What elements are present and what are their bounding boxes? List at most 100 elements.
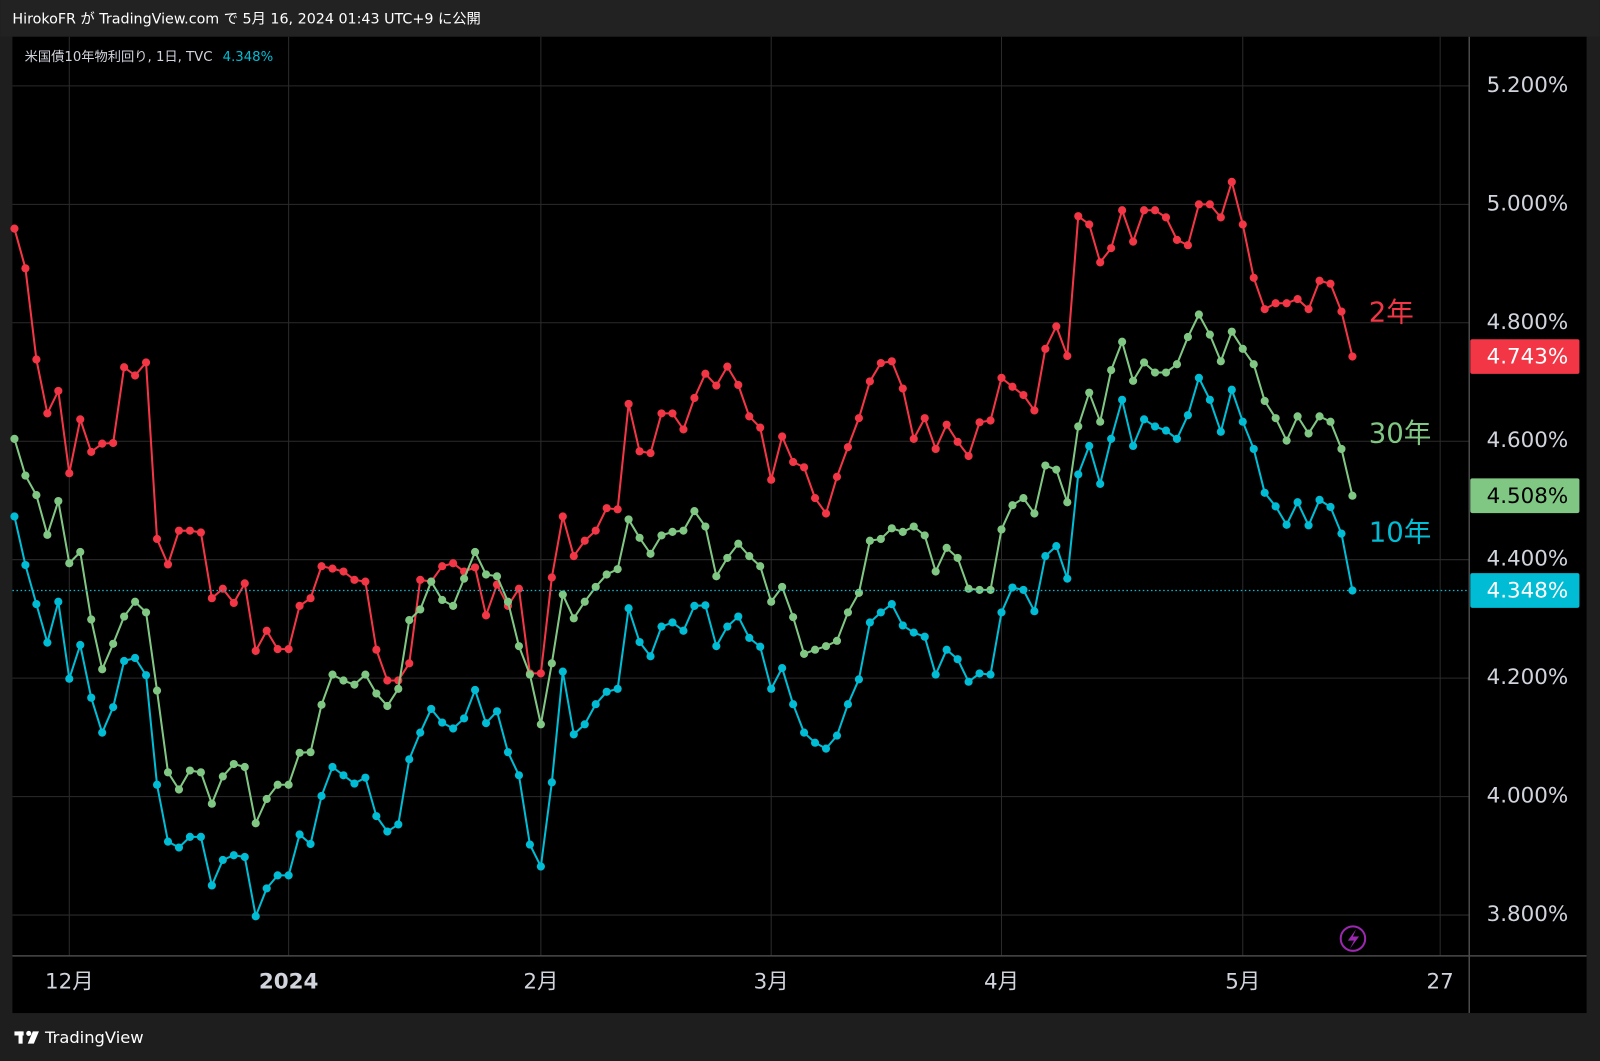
data-point: [1139, 206, 1149, 215]
data-point: [185, 832, 195, 841]
data-point: [602, 687, 611, 696]
data-point: [1008, 501, 1017, 510]
data-point: [646, 449, 655, 458]
data-point: [1150, 368, 1160, 377]
data-point: [865, 377, 874, 386]
data-point: [185, 526, 195, 535]
x-tick-label: 2024: [259, 969, 319, 994]
price-badge: [1470, 478, 1580, 514]
data-point: [240, 852, 249, 862]
data-point: [1260, 396, 1269, 406]
data-point: [745, 552, 754, 561]
data-point: [43, 638, 52, 647]
data-point: [207, 594, 216, 603]
data-point: [317, 791, 326, 801]
data-point: [931, 567, 940, 576]
data-point: [909, 628, 918, 637]
data-point: [383, 676, 392, 685]
data-point: [887, 357, 896, 366]
data-point: [832, 472, 842, 481]
data-point: [789, 457, 798, 467]
data-point: [1337, 444, 1346, 454]
data-point: [350, 779, 359, 788]
data-point: [734, 380, 743, 390]
data-point: [317, 700, 326, 709]
data-point: [273, 645, 282, 654]
x-tick-label: 2月: [523, 969, 558, 994]
data-point: [21, 560, 30, 570]
data-point: [1216, 357, 1225, 366]
data-point: [284, 645, 293, 654]
data-point: [361, 670, 370, 679]
data-point: [1030, 509, 1039, 518]
data-point: [1227, 177, 1236, 186]
branding: TradingView: [44, 1028, 144, 1047]
chart-bg: [12, 36, 1587, 1014]
data-point: [1041, 552, 1050, 561]
data-point: [1205, 200, 1214, 209]
data-point: [810, 494, 820, 503]
data-point: [328, 564, 337, 573]
data-point: [163, 837, 173, 846]
data-point: [273, 780, 282, 789]
data-point: [602, 570, 611, 579]
data-point: [767, 684, 776, 693]
data-point: [481, 570, 491, 579]
data-point: [1008, 382, 1017, 391]
data-point: [1030, 607, 1039, 616]
data-point: [876, 608, 885, 617]
data-point: [306, 748, 315, 757]
data-point: [558, 590, 567, 599]
data-point: [767, 597, 776, 606]
data-point: [1293, 412, 1302, 421]
data-point: [109, 703, 118, 712]
data-point: [339, 676, 348, 685]
price-badge-label: 4.508%: [1487, 484, 1569, 509]
data-point: [109, 438, 118, 448]
data-point: [1315, 412, 1324, 421]
data-point: [997, 525, 1006, 534]
data-point: [76, 547, 85, 557]
data-point: [10, 512, 19, 521]
data-point: [317, 562, 326, 571]
data-point: [679, 526, 688, 535]
data-point: [909, 434, 918, 443]
header-bar: [0, 0, 1600, 37]
alert-icon[interactable]: [1339, 925, 1367, 952]
data-point: [1315, 495, 1324, 504]
data-point: [1085, 220, 1094, 229]
data-point: [1161, 213, 1171, 222]
data-point: [438, 595, 447, 605]
data-point: [668, 409, 677, 418]
data-point: [1150, 206, 1160, 215]
data-point: [10, 434, 19, 443]
data-point: [1271, 502, 1280, 511]
data-point: [1337, 307, 1346, 316]
price-badge-label: 4.743%: [1487, 345, 1569, 370]
data-point: [810, 738, 820, 747]
data-point: [1096, 479, 1105, 488]
data-point: [273, 871, 282, 880]
data-point: [1096, 417, 1105, 426]
data-point: [240, 579, 249, 588]
data-point: [789, 700, 798, 709]
data-point: [21, 264, 30, 273]
data-point: [1030, 406, 1039, 415]
legend-title: 米国債10年物利回り, 1日, TVC: [25, 49, 213, 65]
data-point: [1183, 411, 1193, 420]
data-point: [1107, 244, 1116, 253]
data-point: [251, 646, 260, 655]
data-point: [1041, 344, 1050, 353]
data-point: [492, 707, 502, 716]
data-point: [964, 677, 973, 686]
data-point: [449, 559, 458, 568]
series-name: 30年: [1369, 418, 1432, 450]
data-point: [778, 582, 787, 592]
data-point: [657, 622, 666, 631]
data-point: [1194, 310, 1203, 319]
data-point: [1074, 422, 1083, 431]
x-tick-label: 27: [1427, 969, 1454, 994]
data-point: [1315, 276, 1324, 285]
data-point: [887, 524, 896, 533]
data-point: [1271, 414, 1280, 423]
